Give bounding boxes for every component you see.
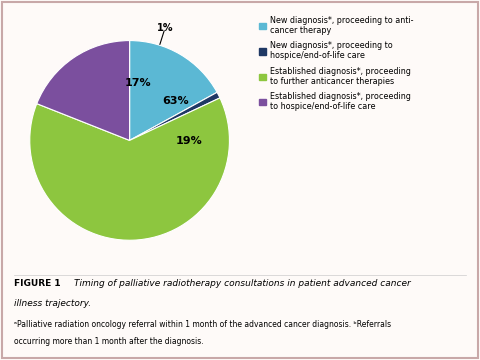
Text: 17%: 17% [125,78,152,88]
Text: 1%: 1% [157,23,173,33]
Text: occurring more than 1 month after the diagnosis.: occurring more than 1 month after the di… [14,337,204,346]
Legend: New diagnosis*, proceeding to anti-
cancer therapy, New diagnosis*, proceeding t: New diagnosis*, proceeding to anti- canc… [258,15,414,112]
Text: FIGURE 1: FIGURE 1 [14,279,61,288]
Text: ᵃPalliative radiation oncology referral within 1 month of the advanced cancer di: ᵃPalliative radiation oncology referral … [14,320,392,329]
Wedge shape [130,92,220,140]
Text: Timing of palliative radiotherapy consultations in patient advanced cancer: Timing of palliative radiotherapy consul… [74,279,411,288]
Wedge shape [130,41,217,140]
Wedge shape [37,41,130,140]
Text: 19%: 19% [176,136,203,146]
Text: illness trajectory.: illness trajectory. [14,299,92,308]
Text: 63%: 63% [162,96,189,107]
Wedge shape [30,98,229,240]
